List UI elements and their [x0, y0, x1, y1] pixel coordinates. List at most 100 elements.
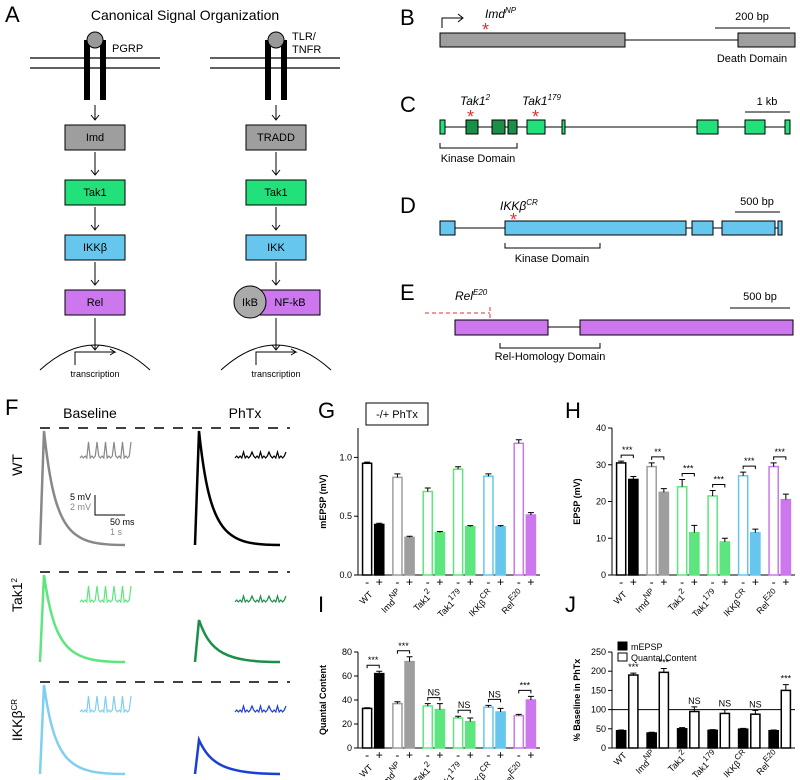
scale-label: 500 bp	[743, 291, 777, 303]
condition-label: -	[741, 575, 745, 589]
significance: ***	[622, 445, 633, 455]
bar	[750, 713, 761, 749]
error-bar	[376, 522, 383, 525]
error-bar	[424, 487, 431, 492]
error-bar	[721, 537, 728, 542]
condition-label: -	[517, 575, 521, 589]
panel-letter: D	[400, 193, 416, 218]
trace	[38, 684, 126, 776]
x-tick-label: ImdNP	[377, 587, 405, 615]
svg-text:*: *	[482, 20, 489, 40]
allele-label-sup: E20	[473, 288, 488, 297]
mutation-stars: * * * *	[467, 20, 539, 230]
domain-label: Kinase Domain	[515, 253, 590, 265]
significance: ***	[683, 463, 694, 473]
condition-label: +	[721, 575, 728, 589]
error-bar	[515, 713, 522, 716]
y-tick-label: 0.0	[339, 570, 352, 580]
bar	[452, 717, 464, 749]
trace	[193, 430, 281, 547]
y-tick-label: 60	[342, 671, 352, 681]
row-label: WT	[9, 454, 25, 476]
x-tick-label-base: Imd	[634, 758, 652, 776]
significance: NS	[488, 689, 501, 699]
error-bar	[436, 530, 443, 533]
error-bar	[630, 672, 637, 676]
legend-swatch	[617, 641, 628, 651]
mini-trace	[234, 593, 287, 604]
x-tick-label-base: Tak1	[666, 753, 687, 774]
receptor-label: TLR/	[292, 31, 317, 43]
bar	[689, 710, 700, 749]
receptor-label: TNFR	[292, 44, 321, 56]
condition-label: -	[486, 575, 490, 589]
significance: ***	[520, 680, 531, 690]
bar	[452, 468, 464, 576]
sig-bracket	[366, 664, 380, 669]
condition-label: +	[436, 748, 443, 762]
bar	[646, 732, 657, 749]
y-tick-label: 0	[347, 743, 352, 753]
x-tick-label: Tak12	[409, 759, 436, 780]
x-tick-label-base: IKKβ	[467, 771, 488, 780]
domain-label: Death Domain	[717, 53, 787, 65]
bar	[689, 531, 700, 576]
sig-bracket	[396, 650, 411, 654]
condition-label: -	[426, 748, 430, 762]
x-tick-label: Tak1179	[687, 747, 720, 780]
inset-label: -/+ PhTx	[376, 409, 418, 421]
error-bar	[406, 656, 413, 662]
bar	[513, 442, 525, 576]
allele-label: IKKβCR	[500, 198, 538, 213]
condition-label: -	[711, 575, 715, 589]
condition-label: -	[365, 748, 369, 762]
error-bar	[364, 707, 371, 709]
y-tick-label: 0	[601, 743, 606, 753]
error-bar	[740, 727, 747, 730]
bar	[483, 706, 494, 749]
x-tick-label: Tak12	[409, 586, 436, 613]
significance: ***	[744, 456, 755, 466]
bar	[434, 708, 446, 749]
y-tick-label: 0	[601, 570, 606, 580]
error-bar	[721, 709, 728, 714]
legend-label: mEPSP	[631, 642, 663, 652]
x-tick-label: IKKβCR	[464, 586, 496, 618]
bar	[628, 674, 639, 749]
error-bar	[752, 709, 759, 715]
x-tick-label-base: Rel	[754, 760, 771, 777]
scale-label: 50 ms	[110, 517, 135, 527]
bar	[495, 711, 506, 749]
scale-label: 200 bp	[735, 11, 769, 23]
node-label: IKK	[267, 242, 285, 254]
bar	[392, 476, 403, 576]
x-tick-label-base: Rel	[500, 599, 517, 616]
bar	[780, 498, 792, 576]
bar	[392, 702, 403, 749]
significance: NS	[428, 688, 441, 698]
condition-label: -	[456, 575, 460, 589]
x-tick-label: ImdNP	[631, 748, 659, 776]
condition-label: +	[527, 748, 534, 762]
significance: ***	[781, 674, 792, 684]
error-bar	[630, 476, 637, 480]
bar	[719, 712, 731, 749]
y-tick-label: 50	[596, 724, 606, 734]
bar	[750, 531, 761, 576]
error-bar	[752, 528, 759, 533]
bar	[768, 465, 779, 576]
x-tick-label-sup: 2	[422, 759, 432, 769]
allele-label: Tak12	[460, 93, 491, 108]
error-bar	[455, 715, 462, 718]
error-bar	[618, 729, 625, 731]
allele-label: Tak1179	[522, 93, 561, 108]
error-bar	[648, 462, 655, 467]
panel-letter: C	[400, 92, 416, 117]
x-tick-label: Tak12	[663, 747, 690, 774]
legend-label: Quantal Content	[631, 653, 697, 663]
bar	[658, 671, 670, 749]
x-tick-label-base: Imd	[634, 597, 652, 615]
x-tick-label-base: WT	[612, 750, 629, 767]
panel-letter: F	[5, 395, 18, 420]
arrows	[39, 105, 332, 371]
